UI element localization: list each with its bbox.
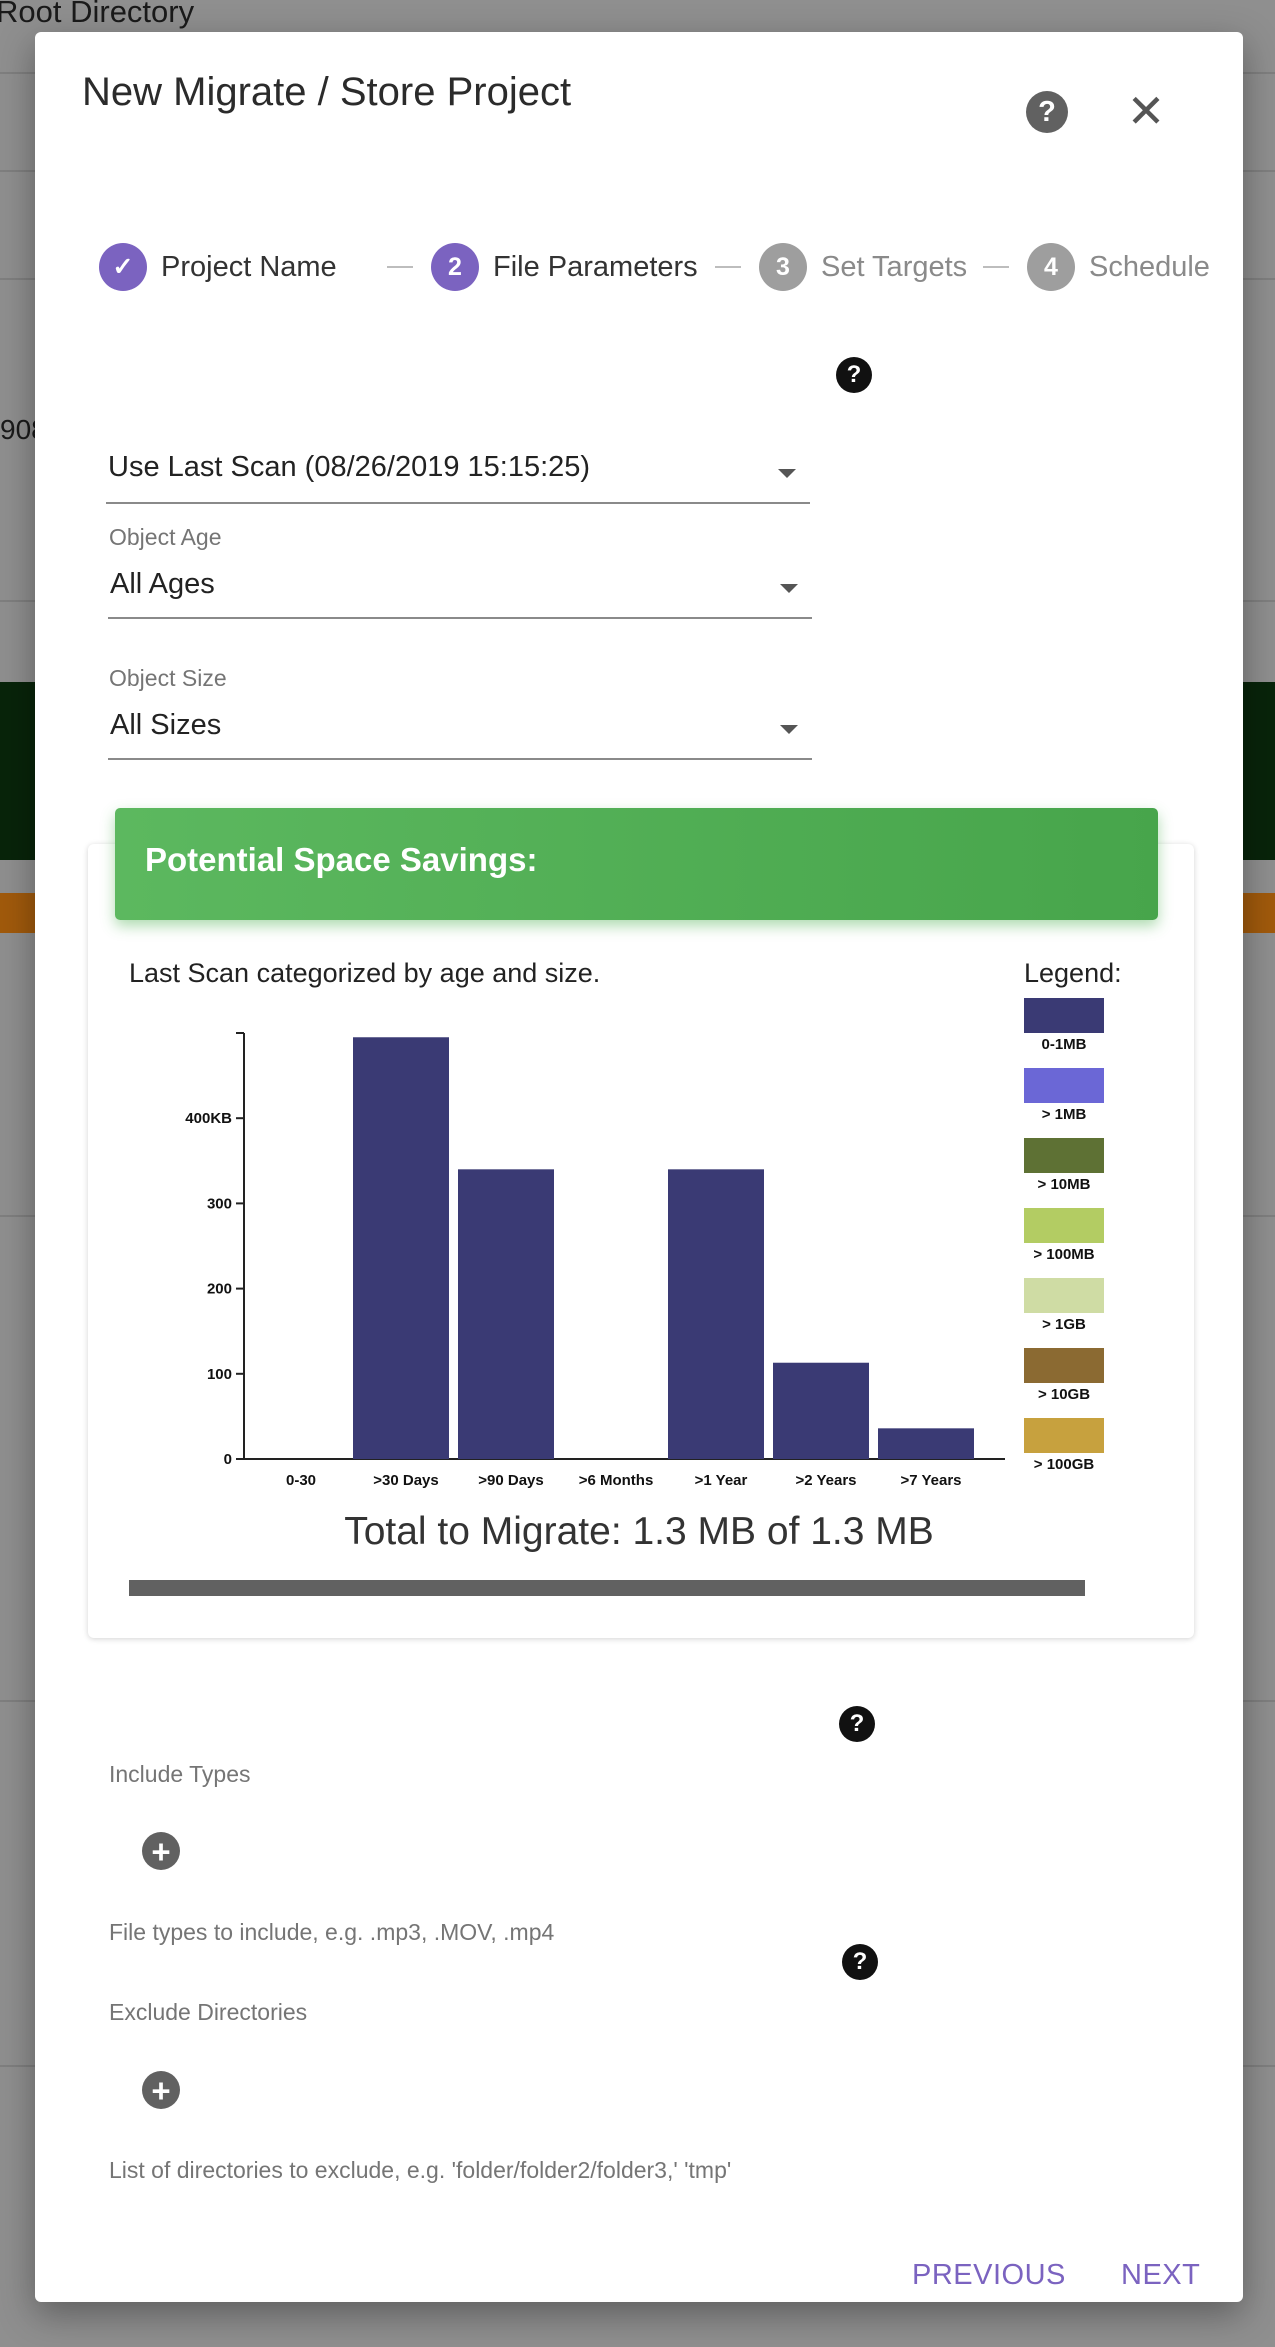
scan-select[interactable]: Use Last Scan (08/26/2019 15:15:25): [106, 437, 810, 504]
step-number: 2: [431, 243, 479, 291]
x-tick-label: >90 Days: [478, 1472, 543, 1489]
add-include-type-button[interactable]: +: [142, 1832, 180, 1870]
step-set-targets[interactable]: 3 Set Targets: [759, 242, 967, 292]
x-tick-label: >2 Years: [795, 1472, 856, 1489]
step-label: File Parameters: [493, 250, 698, 283]
scan-help-icon[interactable]: ?: [836, 357, 872, 393]
scan-select-value: Use Last Scan (08/26/2019 15:15:25): [108, 451, 591, 483]
legend-swatch: [1024, 998, 1104, 1033]
background-root-directory-label: Root Directory: [0, 0, 195, 29]
space-savings-header: Potential Space Savings:: [115, 808, 1158, 920]
chart-subtitle: Last Scan categorized by age and size.: [129, 958, 601, 988]
legend-swatch: [1024, 1278, 1104, 1313]
migrate-progress-bar: [129, 1580, 1085, 1596]
step-schedule[interactable]: 4 Schedule: [1027, 242, 1210, 292]
x-tick-label: >7 Years: [900, 1472, 961, 1489]
legend-item: > 1GB: [1024, 1278, 1104, 1333]
object-size-label: Object Size: [109, 665, 227, 691]
object-size-select[interactable]: All Sizes: [108, 695, 812, 760]
y-tick-label: 100: [207, 1366, 232, 1383]
legend-title: Legend:: [1024, 958, 1122, 988]
exclude-directories-label: Exclude Directories: [109, 1999, 308, 2025]
y-tick-label: 0: [224, 1451, 232, 1468]
legend-label: > 1MB: [1041, 1106, 1087, 1123]
check-icon: ✓: [99, 243, 147, 291]
step-connector: [715, 266, 741, 268]
step-number: 3: [759, 243, 807, 291]
exclude-directories-hint: List of directories to exclude, e.g. 'fo…: [109, 2157, 732, 2183]
close-icon[interactable]: ✕: [1126, 85, 1166, 137]
legend-label: > 1GB: [1042, 1316, 1086, 1333]
legend-swatch: [1024, 1348, 1104, 1383]
space-savings-title: Potential Space Savings:: [145, 841, 538, 878]
include-types-help-icon[interactable]: ?: [839, 1706, 875, 1742]
migrate-progress-fill: [129, 1580, 1085, 1596]
chart-bar: [458, 1169, 554, 1459]
chart-bar: [668, 1169, 764, 1459]
legend-item: > 1MB: [1024, 1068, 1104, 1123]
legend-label: > 10MB: [1037, 1176, 1091, 1193]
step-file-parameters[interactable]: 2 File Parameters: [431, 242, 698, 292]
add-exclude-directory-button[interactable]: +: [142, 2071, 180, 2109]
legend-item: 0-1MB: [1024, 998, 1104, 1053]
y-tick-label: 400KB: [185, 1110, 232, 1127]
object-size-value: All Sizes: [110, 709, 222, 741]
next-button[interactable]: NEXT: [1121, 2259, 1201, 2291]
space-savings-card: [88, 844, 1194, 1638]
total-to-migrate: Total to Migrate: 1.3 MB of 1.3 MB: [344, 1510, 934, 1553]
step-connector: [983, 266, 1009, 268]
legend-item: > 100MB: [1024, 1208, 1104, 1263]
step-project-name[interactable]: ✓ Project Name: [99, 242, 337, 292]
legend-item: > 100GB: [1024, 1418, 1104, 1473]
step-label: Set Targets: [821, 250, 968, 283]
y-tick-label: 300: [207, 1195, 232, 1212]
space-savings-chart: 0 100 200 300 400KB 0-30 >30 Days >90 Days >6 Mo…: [185, 1032, 1005, 1489]
chart-bar: [773, 1362, 869, 1459]
step-label: Schedule: [1089, 250, 1210, 283]
legend-swatch: [1024, 1068, 1104, 1103]
object-age-value: All Ages: [110, 568, 215, 600]
help-icon[interactable]: ?: [1026, 91, 1068, 133]
step-number: 4: [1027, 243, 1075, 291]
legend-label: > 100MB: [1033, 1246, 1095, 1263]
exclude-directories-help-icon[interactable]: ?: [842, 1944, 878, 1980]
chart-bar: [353, 1037, 449, 1459]
chart-bar: [878, 1428, 974, 1459]
legend-label: > 100GB: [1033, 1456, 1095, 1473]
y-tick-label: 200: [207, 1281, 232, 1298]
legend-label: > 10GB: [1037, 1386, 1091, 1403]
include-types-label: Include Types: [109, 1761, 251, 1787]
legend-item: > 10MB: [1024, 1138, 1104, 1193]
previous-button[interactable]: PREVIOUS: [912, 2259, 1066, 2291]
step-connector: [387, 266, 413, 268]
x-tick-label: >1 Year: [695, 1472, 748, 1489]
object-age-label: Object Age: [109, 524, 222, 550]
x-tick-label: >30 Days: [373, 1472, 438, 1489]
dropdown-arrow-icon: [778, 469, 796, 478]
object-age-select[interactable]: All Ages: [108, 554, 812, 619]
new-project-dialog: New Migrate / Store Project ? ✕ ✓ Projec…: [35, 32, 1243, 2302]
legend-swatch: [1024, 1138, 1104, 1173]
dropdown-arrow-icon: [780, 725, 798, 734]
legend-swatch: [1024, 1208, 1104, 1243]
x-tick-label: >6 Months: [579, 1472, 654, 1489]
step-label: Project Name: [161, 250, 337, 283]
legend-swatch: [1024, 1418, 1104, 1453]
legend-item: > 10GB: [1024, 1348, 1104, 1403]
x-tick-label: 0-30: [286, 1472, 316, 1489]
legend-label: 0-1MB: [1041, 1036, 1087, 1053]
include-types-hint: File types to include, e.g. .mp3, .MOV, …: [109, 1919, 555, 1945]
dialog-title: New Migrate / Store Project: [82, 70, 572, 114]
dropdown-arrow-icon: [780, 584, 798, 593]
